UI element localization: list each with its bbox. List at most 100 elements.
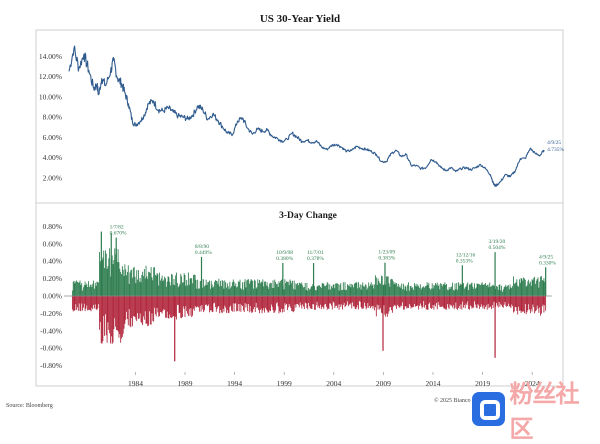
positive-change-bar	[290, 280, 292, 296]
yield-annotation-value: 4.735%	[547, 147, 564, 153]
positive-change-bar	[237, 281, 239, 296]
negative-change-bar	[288, 296, 290, 304]
annotated-spike-bar	[200, 256, 203, 296]
positive-change-bar	[349, 283, 351, 296]
positive-change-bar	[186, 280, 188, 296]
positive-change-bar	[187, 285, 188, 296]
positive-change-bar	[121, 274, 122, 296]
positive-change-bar	[536, 279, 538, 296]
negative-change-bar	[541, 296, 543, 307]
negative-change-bar	[371, 296, 373, 306]
negative-change-bar	[215, 296, 217, 312]
x-tick-label: 1994	[227, 379, 242, 388]
negative-change-bar	[226, 296, 227, 313]
positive-change-bar	[426, 282, 428, 296]
negative-change-bar	[525, 296, 527, 315]
spike-bar	[110, 233, 112, 296]
positive-change-bar	[320, 287, 322, 296]
positive-change-bar	[485, 285, 487, 296]
positive-change-bar	[375, 277, 377, 296]
negative-change-bar	[472, 296, 474, 308]
positive-change-bar	[96, 281, 98, 296]
negative-change-bar	[307, 296, 309, 310]
negative-change-bar	[474, 296, 476, 305]
positive-change-bar	[417, 284, 419, 296]
negative-change-bar	[92, 296, 94, 310]
negative-change-bar	[441, 296, 442, 307]
negative-change-bar	[143, 296, 144, 317]
negative-change-bar	[443, 296, 445, 309]
negative-change-bar	[447, 296, 448, 305]
negative-change-bar	[396, 296, 398, 309]
negative-change-bar	[339, 296, 341, 305]
positive-change-bar	[355, 282, 357, 296]
positive-change-bar	[435, 284, 437, 296]
positive-change-bar	[509, 284, 511, 296]
negative-change-bar	[506, 296, 508, 307]
positive-change-bar	[242, 289, 244, 296]
negative-change-bar	[169, 296, 171, 315]
positive-change-bar	[263, 286, 265, 296]
negative-change-bar	[323, 296, 325, 309]
negative-change-bar	[513, 296, 515, 312]
positive-change-bar	[447, 289, 448, 296]
positive-change-bar	[82, 290, 83, 296]
negative-change-bar	[160, 296, 162, 313]
spike-annotation-date: 3/19/20	[488, 239, 505, 245]
positive-change-bar	[187, 272, 189, 296]
positive-change-bar	[250, 279, 252, 296]
y-tick-label: 0.00%	[43, 292, 62, 301]
positive-change-bar	[277, 287, 279, 296]
negative-change-bar	[89, 296, 91, 311]
positive-change-bar	[230, 287, 232, 296]
positive-change-bar	[284, 279, 286, 296]
negative-change-bar	[109, 296, 111, 334]
positive-change-bar	[75, 281, 77, 296]
positive-change-bar	[407, 284, 409, 296]
positive-change-bar	[309, 288, 311, 296]
positive-change-bar	[453, 290, 455, 296]
positive-change-bar	[306, 282, 308, 296]
negative-change-bar	[209, 296, 211, 311]
negative-change-bar	[351, 296, 353, 309]
negative-change-bar	[378, 296, 380, 306]
positive-change-bar	[354, 282, 356, 296]
negative-change-bar	[527, 296, 529, 311]
negative-change-bar	[520, 296, 522, 313]
annotated-spike-bar	[115, 237, 117, 296]
negative-change-bar	[224, 296, 226, 306]
positive-change-bar	[169, 281, 171, 296]
negative-change-bar	[181, 296, 183, 319]
negative-change-bar	[321, 296, 323, 307]
negative-change-bar	[199, 296, 201, 307]
positive-change-bar	[447, 290, 449, 296]
negative-change-bar	[179, 296, 181, 313]
positive-change-bar	[160, 278, 162, 296]
y-tick-label: 12.00%	[39, 72, 62, 81]
negative-change-bar	[129, 296, 131, 327]
positive-change-bar	[353, 283, 355, 296]
negative-change-bar	[496, 296, 497, 303]
positive-change-bar	[403, 289, 405, 296]
spike-annotation-value: 0.449%	[195, 250, 212, 256]
positive-change-bar	[143, 269, 145, 296]
negative-change-bar	[244, 296, 246, 304]
positive-change-bar	[544, 281, 546, 296]
positive-change-bar	[362, 282, 364, 296]
positive-change-bar	[508, 289, 510, 296]
negative-change-bar	[386, 296, 387, 314]
negative-change-bar	[413, 296, 415, 304]
negative-change-bar	[242, 296, 244, 311]
negative-change-bar	[254, 296, 256, 313]
positive-change-bar	[266, 282, 268, 296]
positive-change-bar	[246, 280, 248, 296]
positive-change-bar	[166, 281, 168, 296]
positive-change-bar	[464, 287, 466, 296]
positive-change-bar	[253, 288, 254, 296]
spike-bar	[174, 296, 176, 362]
positive-change-bar	[153, 267, 155, 296]
negative-change-bar	[497, 296, 499, 308]
positive-change-bar	[311, 286, 313, 296]
negative-change-bar	[463, 296, 464, 308]
positive-change-bar	[537, 277, 539, 296]
